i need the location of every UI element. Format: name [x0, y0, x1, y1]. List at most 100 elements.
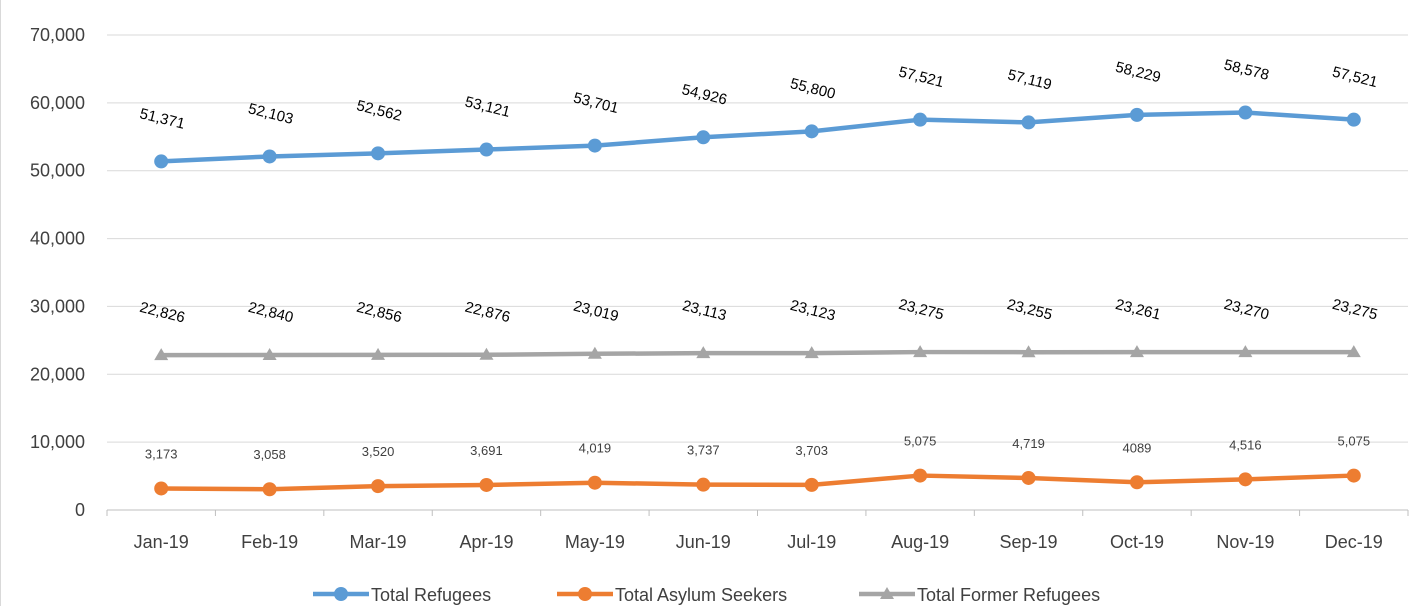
data-labels: 51,371 52,103 52,562 53,121 53,701 54,926 55,8…: [138, 56, 1379, 462]
y-tick-label: 0: [75, 500, 85, 520]
data-point: [1346, 345, 1361, 358]
data-label: 51,371: [138, 105, 187, 133]
data-label: 4,019: [579, 441, 612, 456]
data-point: [696, 346, 711, 359]
x-tick-label: Aug-19: [891, 532, 949, 552]
data-point: [1021, 345, 1036, 358]
data-label: 22,856: [355, 299, 404, 327]
data-label: 23,275: [1331, 296, 1380, 324]
data-label: 23,255: [1005, 296, 1054, 324]
data-point: [913, 345, 928, 358]
data-label: 3,058: [253, 447, 286, 462]
data-label: 3,737: [687, 443, 720, 458]
legend-label: Total Asylum Seekers: [615, 585, 787, 605]
data-point: [371, 347, 386, 360]
data-point: [1129, 475, 1144, 490]
x-tick-label: Jun-19: [676, 532, 731, 552]
data-label: 57,521: [1331, 64, 1380, 92]
data-point: [696, 130, 711, 145]
data-point: [479, 477, 494, 492]
data-label: 3,691: [470, 443, 503, 458]
data-point: [1021, 470, 1036, 485]
data-label: 5,075: [1338, 434, 1371, 449]
data-point: [804, 346, 819, 359]
data-label: 23,123: [788, 297, 837, 325]
legend-label: Total Refugees: [371, 585, 491, 605]
data-point: [154, 481, 169, 496]
x-tick-label: Apr-19: [459, 532, 513, 552]
data-label: 4089: [1122, 440, 1151, 455]
data-label: 22,876: [463, 299, 512, 327]
data-point: [479, 347, 494, 360]
series-group: [154, 105, 1361, 497]
data-point: [1346, 112, 1361, 127]
legend-marker: [334, 587, 348, 601]
data-point: [371, 479, 386, 494]
data-label: 23,019: [572, 298, 621, 326]
legend: Total Refugees Total Asylum Seekers Total …: [313, 585, 1100, 605]
y-tick-label: 10,000: [30, 432, 85, 452]
data-label: 4,719: [1012, 436, 1045, 451]
data-point: [154, 154, 169, 169]
data-label: 23,261: [1114, 296, 1163, 324]
data-point: [804, 477, 819, 492]
x-tick-label: May-19: [565, 532, 625, 552]
data-point: [262, 348, 277, 361]
data-point: [1021, 115, 1036, 130]
data-point: [587, 138, 602, 153]
data-label: 53,701: [572, 89, 621, 117]
data-label: 23,270: [1222, 296, 1271, 324]
series-line-2: [158, 349, 1357, 358]
data-label: 57,521: [897, 64, 946, 92]
data-label: 5,075: [904, 434, 937, 449]
data-point: [587, 346, 602, 359]
y-tick-label: 60,000: [30, 93, 85, 113]
x-tick-label: Jan-19: [134, 532, 189, 552]
x-tick-label: Mar-19: [350, 532, 407, 552]
x-tick-label: Jul-19: [787, 532, 836, 552]
x-tick-label: Oct-19: [1110, 532, 1164, 552]
data-label: 54,926: [680, 81, 729, 109]
legend-label: Total Former Refugees: [917, 585, 1100, 605]
data-label: 53,121: [463, 93, 512, 121]
y-tick-label: 20,000: [30, 364, 85, 384]
data-point: [1238, 105, 1253, 120]
series-line-1: [158, 473, 1357, 492]
data-label: 55,800: [788, 75, 837, 103]
data-point: [371, 146, 386, 161]
y-axis: 0 10,000 20,000 30,000 40,000 50,000 60,000 70,…: [30, 25, 85, 520]
x-tick-label: Dec-19: [1325, 532, 1383, 552]
data-point: [804, 124, 819, 139]
data-label: 23,113: [681, 297, 729, 324]
data-label: 3,520: [362, 444, 395, 459]
data-point: [154, 348, 169, 361]
data-point: [1129, 345, 1144, 358]
legend-marker: [880, 587, 894, 599]
grid-lines: [107, 34, 1408, 511]
data-point: [696, 477, 711, 492]
y-tick-label: 30,000: [30, 296, 85, 316]
data-point: [1129, 107, 1144, 122]
x-tick-label: Nov-19: [1216, 532, 1274, 552]
data-point: [913, 468, 928, 483]
legend-marker: [578, 587, 592, 601]
x-tick-label: Feb-19: [241, 532, 298, 552]
data-label: 22,826: [138, 299, 187, 327]
data-label: 3,173: [145, 446, 178, 461]
data-label: 52,562: [355, 97, 404, 125]
data-label: 58,229: [1114, 59, 1163, 87]
data-label: 4,516: [1229, 437, 1262, 452]
data-label: 57,119: [1006, 66, 1054, 93]
data-label: 23,275: [897, 296, 946, 324]
data-point: [1238, 472, 1253, 487]
data-point: [913, 112, 928, 127]
data-label: 22,840: [246, 299, 295, 327]
data-point: [262, 482, 277, 497]
x-tick-label: Sep-19: [1000, 532, 1058, 552]
data-point: [1238, 345, 1253, 358]
y-tick-label: 40,000: [30, 229, 85, 249]
data-point: [587, 475, 602, 490]
series-line-0: [158, 110, 1357, 164]
